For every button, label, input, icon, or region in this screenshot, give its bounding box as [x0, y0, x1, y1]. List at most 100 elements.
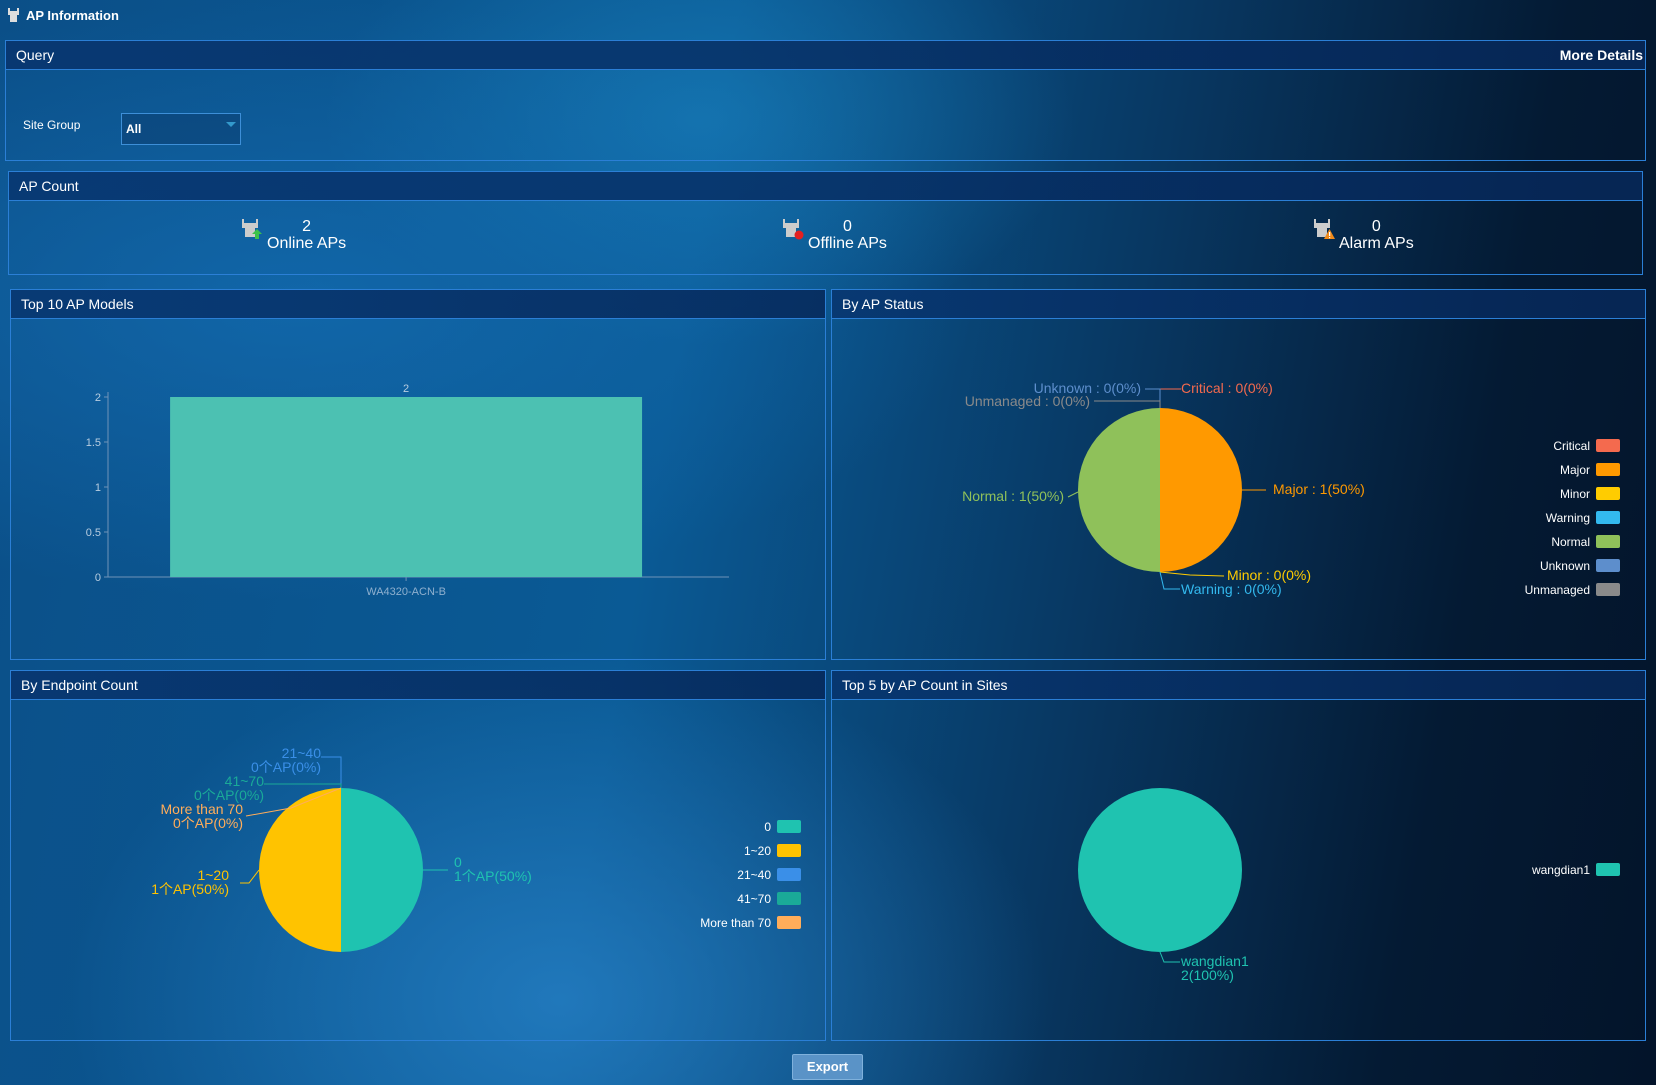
pie-slice-label: Normal : 1(50%): [962, 488, 1064, 504]
pie-slice-label: More than 70: [161, 801, 244, 817]
y-tick-label: 0: [95, 572, 101, 584]
top10-models-panel: Top 10 AP Models 0 0.5 1 1.5 2 2 WA4320-ACN-B: [10, 289, 826, 660]
legend-swatch: [777, 820, 801, 833]
more-details-link[interactable]: More Details: [1559, 47, 1643, 63]
site-group-value: All: [126, 122, 142, 136]
pie-leader-line: [245, 787, 342, 817]
y-tick-label: 1.5: [86, 437, 101, 449]
pie-slice-label: Warning : 0(0%): [1181, 581, 1282, 597]
legend-swatch: [777, 844, 801, 857]
bar-data-label: 2: [403, 383, 409, 395]
alarm-aps-stat: 0 Alarm APs: [1313, 218, 1414, 252]
window-title: AP Information: [26, 7, 119, 23]
alarm-aps-label: Alarm APs: [1339, 235, 1414, 252]
y-tick-label: 1: [95, 482, 101, 494]
pie-slice-sublabel: 0个AP(0%): [173, 815, 243, 831]
query-panel-title: Query: [16, 47, 55, 63]
legend-swatch: [1596, 559, 1620, 572]
site-group-label: Site Group: [23, 118, 81, 132]
pie-slice: [341, 788, 423, 952]
pie-slice-label: Minor : 0(0%): [1227, 567, 1311, 583]
top5-sites-title: Top 5 by AP Count in Sites: [842, 677, 1008, 693]
legend-swatch: [1596, 463, 1620, 476]
ap-count-panel-header: AP Count: [9, 172, 1642, 201]
legend-label: Normal: [1551, 535, 1590, 549]
ap-offline-icon: [783, 219, 804, 240]
pie-slice: [1078, 788, 1242, 952]
x-tick-label: WA4320-ACN-B: [366, 586, 446, 598]
pie-slice-label: 1~20: [197, 867, 229, 883]
legend-swatch: [777, 868, 801, 881]
legend-swatch: [1596, 583, 1620, 596]
ap-count-panel-title: AP Count: [19, 178, 79, 194]
ap-online-icon: [242, 219, 262, 239]
by-endpoint-title: By Endpoint Count: [21, 677, 138, 693]
legend-label: 0: [764, 820, 771, 834]
export-button[interactable]: Export: [792, 1054, 863, 1080]
pie-leader-line: [1159, 571, 1180, 590]
pie-leader-line: [264, 783, 342, 788]
legend-swatch: [1596, 535, 1620, 548]
legend-label: 21~40: [737, 868, 771, 882]
ap-icon: [8, 7, 19, 22]
pie-leader-line: [1067, 491, 1079, 498]
by-endpoint-header: By Endpoint Count: [11, 671, 825, 700]
site-group-select[interactable]: All: [121, 113, 241, 145]
ap-count-panel: AP Count 2 Online APs 0 Offline APs: [8, 171, 1643, 275]
pie-slice-sublabel: 1个AP(50%): [151, 881, 229, 897]
by-endpoint-chart: 01个AP(50%)1~201个AP(50%)21~400个AP(0%)41~7…: [151, 745, 801, 952]
pie-slice-sublabel: 2(100%): [1181, 967, 1234, 983]
legend-label: 41~70: [737, 892, 771, 906]
pie-slice-sublabel: 0个AP(0%): [251, 759, 321, 775]
pie-slice-sublabel: 0个AP(0%): [194, 787, 264, 803]
pie-leader-line: [1159, 951, 1180, 963]
legend-label: Major: [1560, 463, 1590, 477]
online-aps-stat: 2 Online APs: [241, 218, 346, 252]
legend-swatch: [1596, 863, 1620, 876]
top10-models-title: Top 10 AP Models: [21, 296, 134, 312]
legend-label: Unmanaged: [1525, 583, 1590, 597]
legend-label: Minor: [1560, 487, 1590, 501]
pie-slice: [1078, 408, 1160, 572]
pie-slice-label: Unmanaged : 0(0%): [965, 393, 1090, 409]
legend-swatch: [1596, 487, 1620, 500]
legend-label: Unknown: [1540, 559, 1590, 573]
by-status-title: By AP Status: [842, 296, 924, 312]
pie-leader-line: [321, 756, 342, 788]
online-aps-label: Online APs: [267, 235, 347, 252]
legend-label: wangdian1: [1531, 863, 1590, 877]
offline-aps-count: 0: [842, 218, 852, 235]
top10-models-chart: 0 0.5 1 1.5 2 2 WA4320-ACN-B: [86, 383, 729, 598]
legend-swatch: [1596, 511, 1620, 524]
legend-swatch: [1596, 439, 1620, 452]
pie-slice-label: 0: [454, 854, 462, 870]
chevron-down-icon[interactable]: [226, 122, 236, 127]
legend-label: Warning: [1546, 511, 1590, 525]
top5-sites-panel: Top 5 by AP Count in Sites wangdian1 2(10…: [831, 670, 1646, 1041]
legend-label: 1~20: [744, 844, 771, 858]
online-aps-count: 2: [302, 218, 312, 235]
y-tick-label: 2: [95, 392, 101, 404]
pie-slice-label: Unknown : 0(0%): [1034, 380, 1141, 396]
pie-slice-label: Critical : 0(0%): [1181, 380, 1273, 396]
top10-models-header: Top 10 AP Models: [11, 290, 825, 319]
pie-slice-label: 21~40: [282, 745, 322, 761]
window-titlebar: AP Information: [6, 5, 119, 25]
by-status-header: By AP Status: [832, 290, 1645, 319]
pie-leader-line: [1159, 388, 1181, 408]
offline-aps-label: Offline APs: [808, 235, 887, 252]
pie-slice-label: Major : 1(50%): [1273, 481, 1365, 497]
pie-leader-line: [1159, 571, 1225, 577]
bar: [170, 397, 643, 577]
pie-slice-label: wangdian1: [1180, 953, 1249, 969]
pie-leader-line: [1145, 388, 1161, 408]
legend-label: More than 70: [700, 916, 771, 930]
legend-label: Critical: [1553, 439, 1590, 453]
offline-aps-stat: 0 Offline APs: [782, 218, 887, 252]
query-panel-header: Query More Details: [6, 41, 1645, 70]
alarm-aps-count: 0: [1371, 218, 1381, 235]
y-tick-label: 0.5: [86, 527, 101, 539]
pie-slice: [1160, 408, 1242, 572]
pie-leader-line: [240, 869, 260, 884]
